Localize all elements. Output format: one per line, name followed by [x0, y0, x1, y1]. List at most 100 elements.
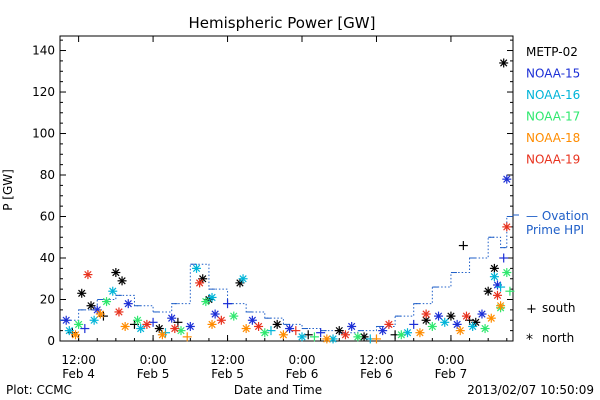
- x-tick-label-date: Feb 7: [435, 367, 468, 381]
- north-point: [207, 319, 217, 329]
- south-point: [505, 286, 515, 296]
- north-point: [480, 324, 490, 334]
- series-noaa-16: [64, 263, 506, 344]
- symbol-legend: + south * north: [526, 301, 576, 348]
- y-axis-label: P [GW]: [1, 169, 15, 211]
- x-tick-label-time: 0:00: [140, 353, 167, 367]
- north-point: [434, 311, 444, 321]
- north-point: [297, 332, 307, 342]
- x-tick-label-time: 0:00: [437, 353, 464, 367]
- south-point: [266, 326, 276, 336]
- south-symbol: +: [526, 302, 537, 317]
- north-point: [496, 301, 506, 311]
- south-point: [303, 330, 313, 340]
- north-point: [210, 309, 220, 319]
- south-point: [148, 317, 158, 327]
- south-point: [496, 282, 506, 292]
- south-point: [182, 332, 192, 342]
- north-point: [455, 326, 465, 336]
- legend-entry: NOAA-15: [526, 67, 580, 81]
- north-point: [89, 315, 99, 325]
- south-point: [291, 326, 301, 336]
- north-point: [61, 315, 71, 325]
- north-point: [468, 321, 478, 331]
- y-tick-label: 0: [47, 334, 55, 348]
- south-point: [80, 324, 90, 334]
- north-point: [216, 315, 226, 325]
- north-label: north: [542, 331, 574, 345]
- north-point: [477, 309, 487, 319]
- north-point: [340, 330, 350, 340]
- north-point: [71, 330, 81, 340]
- north-point: [192, 263, 202, 273]
- north-point: [167, 313, 177, 323]
- legend-entry: NOAA-18: [526, 131, 580, 145]
- north-point: [157, 330, 167, 340]
- north-point: [133, 315, 143, 325]
- x-tick-label-date: Feb 5: [137, 367, 170, 381]
- north-point: [396, 330, 406, 340]
- north-point: [238, 274, 248, 284]
- chart-title: Hemispheric Power [GW]: [189, 14, 376, 32]
- north-point: [74, 319, 84, 329]
- north-point: [427, 321, 437, 331]
- south-point: [409, 319, 419, 329]
- south-point: [223, 299, 233, 309]
- legend-entry: NOAA-19: [526, 153, 580, 167]
- south-label: south: [542, 301, 576, 315]
- north-point: [384, 319, 394, 329]
- north-point: [278, 330, 288, 340]
- ovation-legend-line2: Prime HPI: [526, 223, 584, 237]
- north-point: [334, 326, 344, 336]
- plot-timestamp: 2013/02/07 10:50:09: [467, 383, 594, 397]
- north-point: [108, 286, 118, 296]
- north-point: [185, 321, 195, 331]
- north-point: [489, 272, 499, 282]
- north-point: [117, 276, 127, 286]
- north-point: [195, 278, 205, 288]
- x-axis-label: Date and Time: [234, 383, 322, 397]
- north-point: [421, 309, 431, 319]
- north-point: [154, 324, 164, 334]
- y-tick-label: 120: [32, 85, 55, 99]
- north-point: [247, 315, 257, 325]
- y-tick-label: 140: [32, 44, 55, 58]
- north-point: [489, 263, 499, 273]
- north-point: [440, 317, 450, 327]
- north-point: [123, 299, 133, 309]
- north-point: [403, 328, 413, 338]
- north-point: [471, 317, 481, 327]
- north-point: [77, 288, 87, 298]
- plot-frame: [59, 35, 514, 342]
- x-tick-label-date: Feb 6: [286, 367, 319, 381]
- series-noaa-18: [71, 301, 506, 344]
- north-point: [95, 309, 105, 319]
- y-tick-label: 100: [32, 127, 55, 141]
- series-noaa-15: [61, 174, 512, 338]
- north-point: [207, 292, 217, 302]
- north-point: [111, 268, 121, 278]
- north-point: [502, 174, 512, 184]
- north-point: [241, 324, 251, 334]
- north-point: [446, 311, 456, 321]
- ovation-legend: — Ovation Prime HPI: [513, 209, 589, 237]
- y-tick-label: 40: [40, 251, 55, 265]
- x-tick-label-date: Feb 4: [62, 367, 95, 381]
- x-tick-label-time: 0:00: [289, 353, 316, 367]
- south-point: [499, 253, 509, 263]
- north-point: [378, 326, 388, 336]
- south-point: [371, 334, 381, 344]
- north-point: [176, 326, 186, 336]
- north-point: [170, 324, 180, 334]
- north-point: [114, 307, 124, 317]
- north-point: [353, 332, 363, 342]
- x-tick-label-date: Feb 5: [211, 367, 244, 381]
- y-axis: 0 20 40 60 80 100 120 140: [32, 39, 513, 348]
- south-point: [316, 328, 326, 338]
- x-tick-label-time: 12:00: [210, 353, 245, 367]
- north-point: [86, 301, 96, 311]
- x-tick-label-time: 12:00: [359, 353, 394, 367]
- south-point: [458, 241, 468, 251]
- north-symbol: *: [526, 332, 533, 348]
